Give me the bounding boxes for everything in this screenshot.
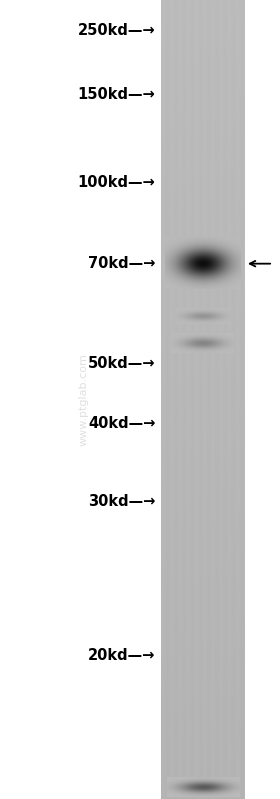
Text: 70kd—→: 70kd—→ bbox=[88, 256, 155, 271]
Text: www.ptglab.com: www.ptglab.com bbox=[79, 353, 89, 446]
Text: 100kd—→: 100kd—→ bbox=[78, 175, 155, 189]
Text: 20kd—→: 20kd—→ bbox=[88, 648, 155, 662]
Text: 40kd—→: 40kd—→ bbox=[88, 416, 155, 431]
Text: 250kd—→: 250kd—→ bbox=[78, 23, 155, 38]
Text: 30kd—→: 30kd—→ bbox=[88, 495, 155, 509]
Text: 50kd—→: 50kd—→ bbox=[88, 356, 155, 371]
Text: 150kd—→: 150kd—→ bbox=[78, 87, 155, 101]
